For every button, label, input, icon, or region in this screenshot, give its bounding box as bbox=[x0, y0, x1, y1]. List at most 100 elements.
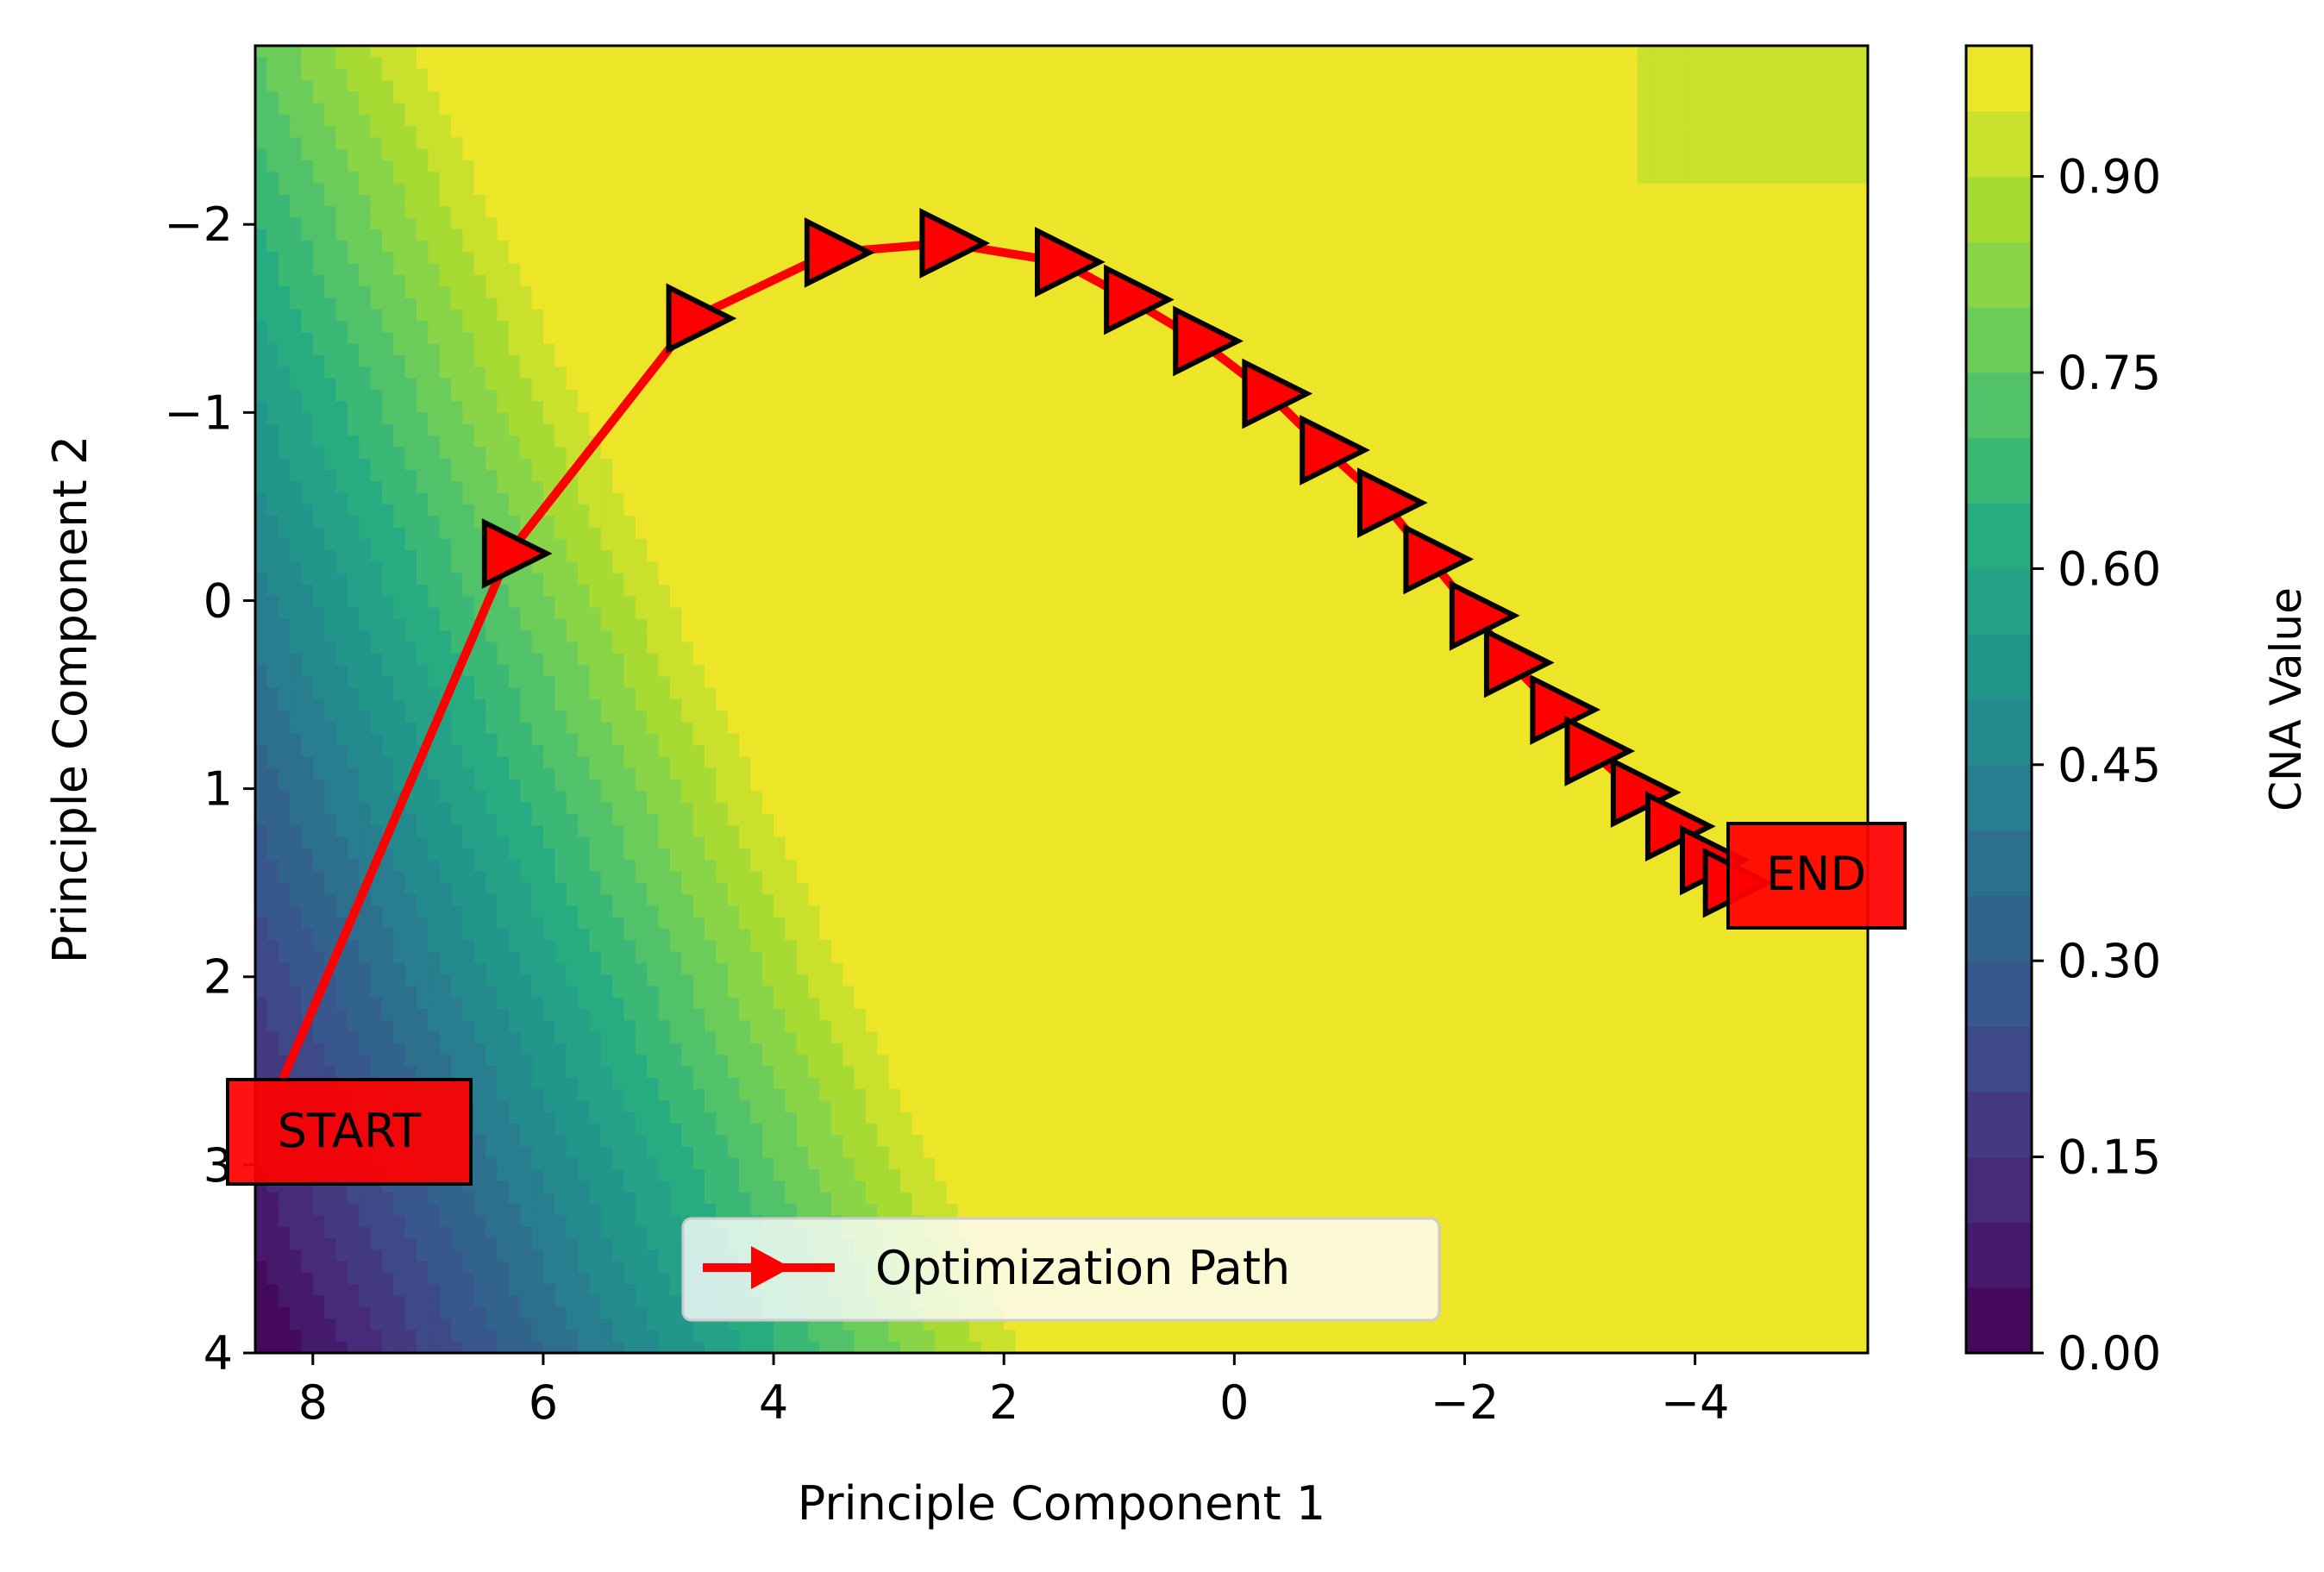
contour-cell bbox=[393, 321, 405, 333]
contour-cell bbox=[336, 585, 348, 597]
contour-cell bbox=[589, 115, 601, 127]
contour-cell bbox=[532, 206, 544, 218]
contour-cell bbox=[716, 1100, 728, 1112]
contour-cell bbox=[589, 918, 601, 930]
contour-cell bbox=[623, 711, 636, 723]
contour-cell bbox=[681, 699, 693, 711]
contour-cell bbox=[313, 1273, 325, 1285]
contour-cell bbox=[543, 275, 555, 287]
contour-cell bbox=[636, 1043, 648, 1055]
contour-cell bbox=[636, 103, 648, 115]
contour-cell bbox=[371, 413, 383, 425]
contour-cell bbox=[301, 561, 313, 573]
contour-cell bbox=[382, 424, 394, 436]
contour-cell bbox=[578, 504, 590, 517]
contour-cell bbox=[451, 1215, 463, 1227]
contour-cell bbox=[405, 1204, 417, 1216]
contour-cell bbox=[324, 195, 336, 207]
contour-cell bbox=[417, 355, 429, 367]
contour-cell bbox=[266, 539, 279, 551]
contour-cell bbox=[279, 57, 291, 69]
contour-cell bbox=[255, 184, 267, 196]
contour-cell bbox=[348, 745, 360, 757]
contour-cell bbox=[474, 1227, 486, 1239]
contour-cell bbox=[601, 608, 613, 620]
contour-cell bbox=[440, 149, 452, 161]
contour-cell bbox=[543, 699, 555, 711]
contour-cell bbox=[336, 264, 348, 276]
contour-cell bbox=[428, 573, 440, 586]
contour-cell bbox=[520, 1100, 532, 1112]
contour-cell bbox=[532, 217, 544, 229]
contour-cell bbox=[290, 298, 302, 310]
contour-cell bbox=[659, 1112, 671, 1124]
contour-cell bbox=[359, 1330, 371, 1342]
contour-cell bbox=[601, 1158, 613, 1170]
contour-cell bbox=[647, 206, 659, 218]
contour-cell bbox=[532, 1330, 544, 1342]
contour-cell bbox=[750, 974, 762, 986]
contour-cell bbox=[623, 69, 636, 81]
contour-cell bbox=[647, 642, 659, 654]
contour-cell bbox=[451, 630, 463, 642]
contour-cell bbox=[324, 413, 336, 425]
contour-cell bbox=[659, 1158, 671, 1170]
contour-cell bbox=[520, 1307, 532, 1319]
contour-cell bbox=[601, 1067, 613, 1079]
contour-cell bbox=[393, 723, 405, 735]
contour-cell bbox=[474, 768, 486, 780]
contour-cell bbox=[532, 355, 544, 367]
contour-cell bbox=[578, 1020, 590, 1032]
contour-cell bbox=[417, 619, 429, 631]
contour-cell bbox=[670, 413, 682, 425]
contour-cell bbox=[451, 252, 463, 264]
contour-cell bbox=[567, 905, 579, 918]
contour-cell bbox=[474, 986, 486, 998]
contour-cell bbox=[739, 711, 751, 723]
contour-cell bbox=[659, 1193, 671, 1205]
contour-cell bbox=[324, 344, 336, 356]
contour-cell bbox=[578, 264, 590, 276]
contour-cell bbox=[681, 1204, 693, 1216]
contour-cell bbox=[313, 768, 325, 780]
contour-cell bbox=[255, 1067, 267, 1079]
contour-cell bbox=[474, 46, 486, 58]
contour-cell bbox=[728, 756, 740, 768]
contour-cell bbox=[462, 1227, 474, 1239]
contour-cell bbox=[750, 137, 762, 149]
contour-cell bbox=[451, 561, 463, 573]
contour-cell bbox=[578, 1043, 590, 1055]
contour-cell bbox=[567, 585, 579, 597]
contour-cell bbox=[279, 1043, 291, 1055]
contour-cell bbox=[498, 447, 510, 459]
contour-cell bbox=[647, 286, 659, 298]
contour-cell bbox=[543, 825, 555, 837]
contour-cell bbox=[670, 80, 682, 92]
contour-cell bbox=[279, 871, 291, 883]
contour-cell bbox=[647, 1158, 659, 1170]
contour-cell bbox=[301, 504, 313, 517]
contour-cell bbox=[393, 504, 405, 517]
contour-cell bbox=[336, 849, 348, 861]
contour-cell bbox=[728, 699, 740, 711]
contour-cell bbox=[301, 768, 313, 780]
contour-cell bbox=[290, 998, 302, 1010]
contour-cell bbox=[739, 91, 751, 103]
contour-cell bbox=[543, 344, 555, 356]
contour-cell bbox=[279, 69, 291, 81]
contour-cell bbox=[728, 332, 740, 344]
contour-cell bbox=[520, 91, 532, 103]
contour-cell bbox=[266, 1227, 279, 1239]
contour-cell bbox=[601, 459, 613, 471]
contour-cell bbox=[440, 952, 452, 964]
contour-cell bbox=[623, 321, 636, 333]
contour-cell bbox=[750, 883, 762, 895]
contour-cell bbox=[313, 275, 325, 287]
contour-cell bbox=[405, 825, 417, 837]
contour-cell bbox=[509, 630, 521, 642]
contour-cell bbox=[474, 1296, 486, 1308]
contour-cell bbox=[728, 894, 740, 906]
contour-cell bbox=[382, 1330, 394, 1342]
contour-cell bbox=[498, 1181, 510, 1193]
contour-cell bbox=[428, 80, 440, 92]
